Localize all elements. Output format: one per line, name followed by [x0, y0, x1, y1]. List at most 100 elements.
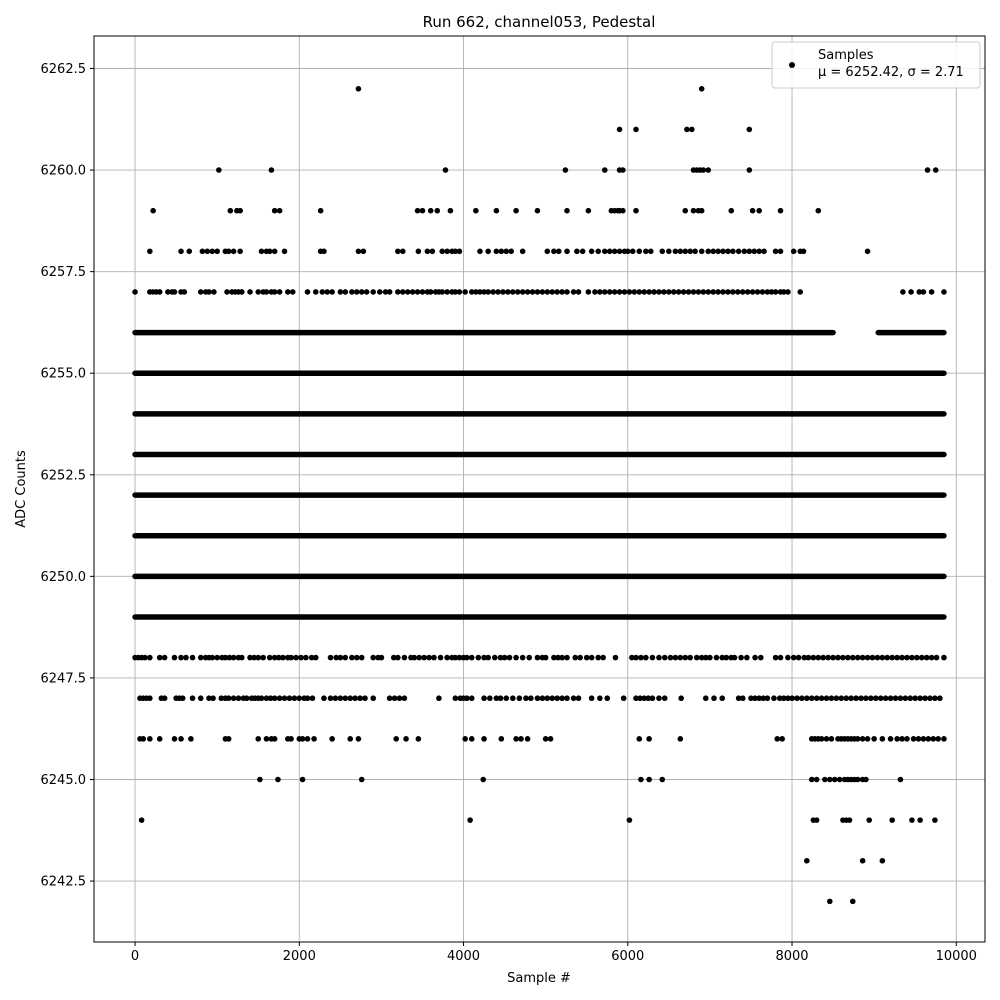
sample-point	[752, 654, 758, 661]
sample-point	[621, 289, 628, 295]
sample-point	[564, 695, 570, 702]
sample-point	[524, 289, 531, 295]
sample-point	[452, 289, 459, 295]
sample-point	[317, 207, 324, 214]
sample-point	[781, 289, 787, 295]
sample-point	[395, 654, 401, 661]
legend: Samples μ = 6252.42, σ = 2.71	[771, 41, 981, 89]
sample-point	[281, 695, 288, 702]
sample-point	[266, 248, 273, 255]
sample-point	[416, 654, 422, 661]
sample-point	[659, 776, 666, 783]
sample-point	[247, 289, 253, 295]
sample-point	[620, 695, 627, 702]
sample-point	[666, 289, 672, 295]
sample-point	[730, 289, 736, 295]
sample-point	[404, 289, 411, 295]
sample-point	[518, 736, 524, 742]
sample-point	[808, 776, 815, 783]
sample-point	[744, 654, 750, 661]
sample-point	[899, 654, 905, 661]
sample-point	[764, 695, 771, 702]
sample-point	[370, 654, 377, 661]
sample-point	[303, 654, 309, 661]
sample-point	[711, 695, 717, 702]
sample-point	[843, 695, 850, 702]
sample-point	[666, 248, 672, 255]
sample-point	[226, 654, 233, 661]
sample-point	[869, 654, 876, 661]
sample-point	[439, 248, 445, 255]
sample-point	[288, 654, 294, 661]
sample-point	[616, 248, 623, 255]
sample-point	[656, 695, 662, 702]
sample-point	[801, 654, 808, 661]
sample-point	[349, 654, 355, 661]
sample-point	[790, 248, 797, 255]
sample-point	[826, 898, 833, 905]
sample-point	[393, 736, 400, 742]
sample-point	[735, 695, 742, 702]
sample-point	[570, 695, 577, 702]
sample-point	[508, 248, 514, 255]
sample-point	[206, 695, 212, 702]
sample-point	[456, 289, 463, 295]
sample-point	[206, 289, 212, 295]
sample-point	[258, 248, 265, 255]
sample-point	[304, 736, 311, 742]
sample-point	[414, 289, 421, 295]
sample-point	[828, 736, 835, 742]
sample-point	[353, 654, 360, 661]
sample-point	[772, 248, 779, 255]
sample-point	[247, 654, 253, 661]
sample-point	[225, 695, 232, 702]
sample-point	[490, 289, 496, 295]
sample-point	[230, 248, 237, 255]
sample-point	[667, 654, 674, 661]
sample-point	[912, 695, 918, 702]
sample-point	[260, 654, 266, 661]
x-axis-label: Sample #	[507, 971, 571, 986]
sample-point	[849, 898, 856, 905]
sample-point	[156, 289, 163, 295]
sample-point	[304, 695, 311, 702]
sample-point	[547, 736, 554, 742]
sample-point	[715, 248, 721, 255]
sample-point	[555, 248, 562, 255]
sample-point	[700, 167, 707, 173]
sample-point	[790, 654, 797, 661]
sample-point	[616, 126, 623, 133]
sample-point	[868, 695, 874, 702]
sample-point	[887, 695, 894, 702]
sample-point	[932, 817, 938, 823]
sample-point	[436, 695, 442, 702]
sample-point	[772, 654, 779, 661]
x-tick-label: 4000	[447, 949, 480, 964]
sample-point	[271, 654, 278, 661]
sample-point	[332, 695, 339, 702]
sample-point	[659, 248, 666, 255]
sample-point	[296, 695, 303, 702]
sample-point	[601, 248, 608, 255]
sample-point	[197, 654, 204, 661]
sample-point	[513, 654, 519, 661]
sample-point	[612, 654, 619, 661]
sample-point	[756, 695, 762, 702]
sample-point	[337, 654, 344, 661]
sample-point	[147, 695, 153, 702]
sample-point	[826, 776, 833, 783]
sample-point	[132, 289, 138, 295]
sample-point	[431, 654, 437, 661]
sample-point	[178, 248, 184, 255]
sample-point	[528, 695, 534, 702]
sample-point	[685, 289, 692, 295]
sample-point	[705, 248, 712, 255]
sample-point	[251, 654, 257, 661]
sample-point	[866, 817, 873, 823]
sample-point	[641, 695, 648, 702]
y-tick-label: 6257.5	[41, 265, 87, 280]
sample-point	[321, 248, 327, 255]
sample-point	[928, 654, 935, 661]
sample-point	[391, 695, 398, 702]
sample-point	[741, 248, 748, 255]
